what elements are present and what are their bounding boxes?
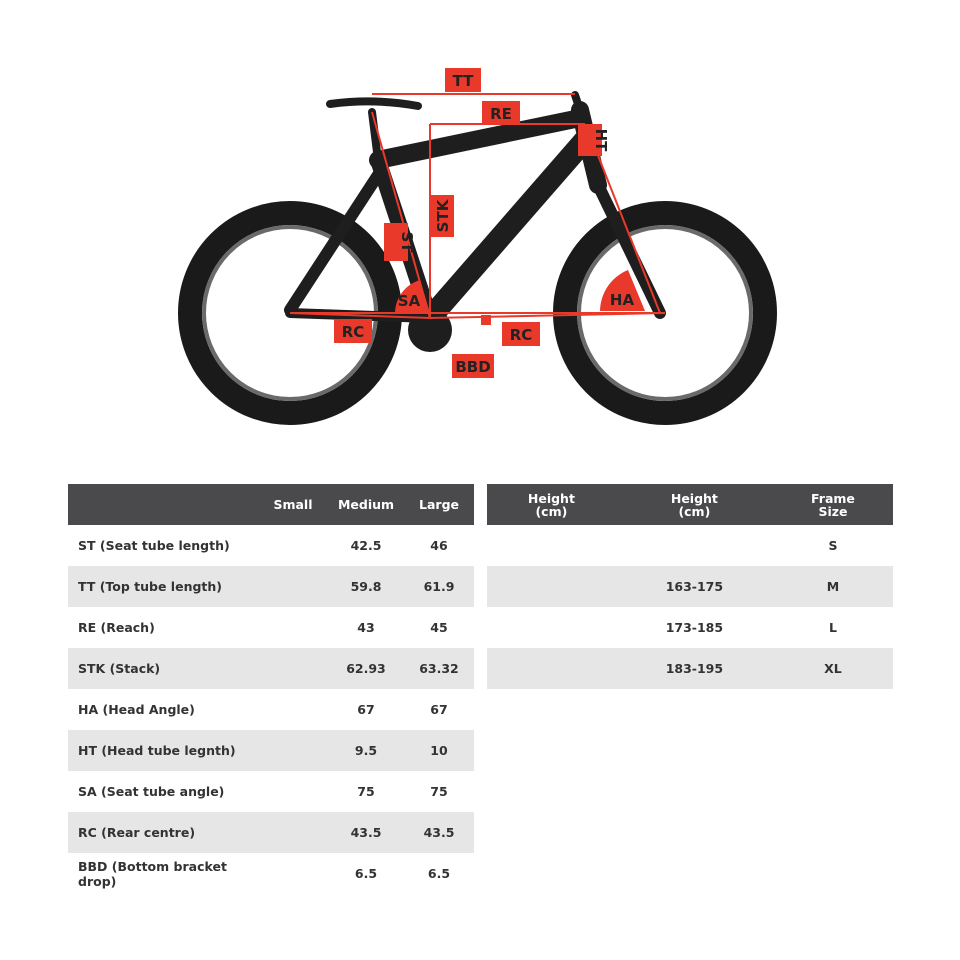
cell-name: RE (Reach)	[78, 620, 155, 635]
table-row: 163-175 M	[487, 566, 893, 607]
table-row: HT (Head tube legnth) 9.5 10	[68, 730, 474, 771]
label-ht: HT	[592, 129, 610, 153]
header-text: Frame	[811, 490, 855, 506]
cell-large: 6.5	[427, 866, 451, 881]
geometry-table: Small Medium Large ST (Seat tube length)…	[68, 484, 474, 894]
header-text: Height	[527, 490, 575, 506]
size-table: Height (cm) Height (cm) Frame Size S 163-175…	[487, 484, 893, 689]
cell-small	[258, 689, 328, 730]
table-row: TT (Top tube length) 59.8 61.9	[68, 566, 474, 607]
header-text: Height	[670, 490, 718, 506]
cell-large: 43.5	[404, 812, 474, 853]
label-tt: TT	[453, 72, 475, 90]
cell-small	[258, 812, 328, 853]
cell-size: S	[828, 538, 838, 553]
table-row: 183-195 XL	[487, 648, 893, 689]
cell-small	[258, 730, 328, 771]
cell-large: 67	[430, 702, 448, 717]
cell-medium: 6.5	[354, 866, 378, 881]
table-row: 173-185 L	[487, 607, 893, 648]
table-row: STK (Stack) 62.93 63.32	[68, 648, 474, 689]
cell-size: XL	[772, 648, 893, 689]
cell-medium: 67	[357, 702, 375, 717]
cell-medium: 42.5	[350, 538, 382, 553]
cell-h1	[487, 648, 616, 689]
label-ha: HA	[610, 291, 635, 309]
cell-large: 10	[404, 730, 474, 771]
label-bbd: BBD	[455, 358, 490, 376]
bike-geometry-diagram: TT RE HT STK ST SA HA RC RC BBD	[178, 68, 777, 425]
cell-h2: 173-185	[665, 620, 724, 635]
header-unit: (cm)	[678, 503, 711, 519]
table-row: ST (Seat tube length) 42.5 46	[68, 525, 474, 566]
header-medium: Medium	[328, 484, 404, 525]
cell-small	[258, 525, 328, 566]
label-sa: SA	[398, 292, 421, 310]
cell-name: ST (Seat tube length)	[78, 538, 230, 553]
table-row: SA (Seat tube angle) 75 75	[68, 771, 474, 812]
cell-name: BBD (Bottom bracket drop)	[78, 858, 227, 889]
label-st: ST	[398, 231, 416, 253]
cell-medium: 62.93	[328, 648, 404, 689]
cell-name: HT (Head tube legnth)	[68, 730, 258, 771]
label-rc-front: RC	[510, 326, 533, 344]
cell-medium: 43.5	[328, 812, 404, 853]
label-re: RE	[490, 105, 512, 123]
cell-h1	[487, 566, 616, 607]
cell-h2	[616, 525, 773, 566]
header-height-2: Height (cm)	[615, 484, 773, 525]
table-row: S	[487, 525, 893, 566]
cell-large: 46	[430, 538, 448, 553]
label-rc-rear: RC	[342, 323, 365, 341]
header-small: Small	[258, 484, 328, 525]
table-row: BBD (Bottom bracket drop) 6.5 6.5	[68, 853, 474, 894]
cell-h2: 183-195	[615, 648, 773, 689]
cell-h1	[487, 525, 616, 566]
table-row: RC (Rear centre) 43.5 43.5	[68, 812, 474, 853]
head-angle-arc	[600, 270, 645, 311]
header-blank	[68, 484, 258, 525]
measurement-lines	[289, 93, 666, 319]
table-header: Small Medium Large	[68, 484, 474, 525]
cell-large: 61.9	[404, 566, 474, 607]
cell-name: STK (Stack)	[68, 648, 258, 689]
cell-name: HA (Head Angle)	[78, 702, 195, 717]
header-unit: Size	[818, 503, 848, 519]
table-header: Height (cm) Height (cm) Frame Size	[487, 484, 893, 525]
cell-small	[258, 771, 328, 812]
cell-h2: 163-175	[615, 566, 773, 607]
cell-small	[258, 853, 328, 894]
cell-medium: 75	[357, 784, 375, 799]
table-row: HA (Head Angle) 67 67	[68, 689, 474, 730]
cell-h1	[487, 607, 616, 648]
label-boxes	[334, 68, 602, 378]
header-frame-size: Frame Size	[772, 484, 893, 525]
cell-small	[258, 566, 328, 607]
cell-name: RC (Rear centre)	[68, 812, 258, 853]
header-height-1: Height (cm)	[487, 484, 616, 525]
cell-medium: 59.8	[328, 566, 404, 607]
cell-large: 63.32	[404, 648, 474, 689]
label-stk: STK	[434, 198, 452, 232]
cell-medium: 9.5	[328, 730, 404, 771]
cell-name: TT (Top tube length)	[68, 566, 258, 607]
cell-small	[258, 648, 328, 689]
seat-angle-arc	[395, 280, 430, 313]
cell-large: 45	[430, 620, 448, 635]
cell-size: M	[772, 566, 893, 607]
table-row: RE (Reach) 43 45	[68, 607, 474, 648]
header-unit: (cm)	[535, 503, 568, 519]
cell-large: 75	[430, 784, 448, 799]
header-large: Large	[404, 484, 474, 525]
cell-small	[258, 607, 328, 648]
cell-size: L	[828, 620, 837, 635]
cell-name: SA (Seat tube angle)	[78, 784, 225, 799]
cell-medium: 43	[357, 620, 375, 635]
